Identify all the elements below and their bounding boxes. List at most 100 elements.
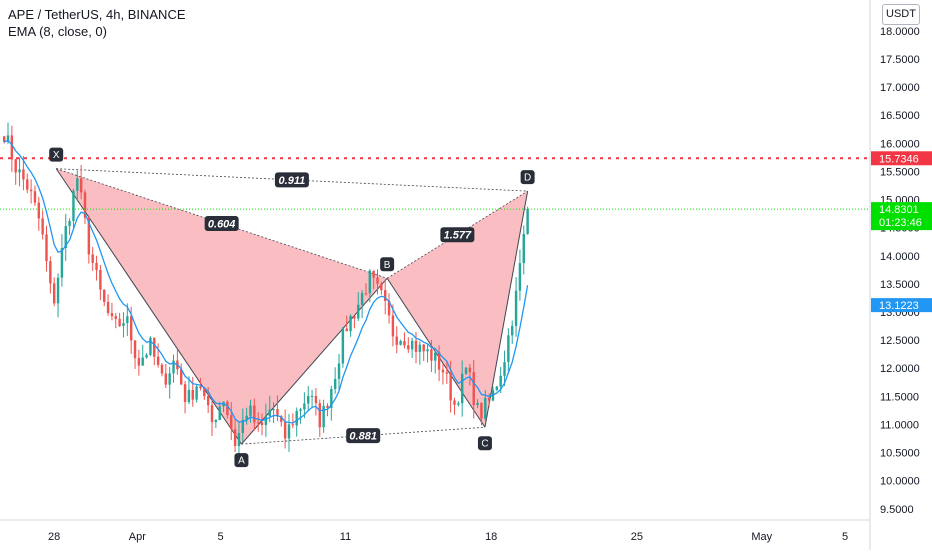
time-tick-label: 5 xyxy=(842,531,848,543)
candle xyxy=(522,225,525,275)
candle xyxy=(41,210,44,240)
indicator-legend[interactable]: EMA (8, close, 0) xyxy=(8,24,107,39)
candle-body xyxy=(233,429,237,446)
candle xyxy=(122,312,125,338)
candle-body xyxy=(260,422,264,426)
candle xyxy=(511,320,514,345)
candle-body xyxy=(434,352,437,361)
currency-unit-button[interactable]: USDT xyxy=(882,4,920,25)
candle xyxy=(145,352,148,359)
candle-body xyxy=(79,178,83,193)
ratio-badge-bg xyxy=(274,172,309,188)
candle-body xyxy=(195,386,198,400)
candle-body xyxy=(214,420,218,423)
candle-body xyxy=(376,277,379,284)
candle xyxy=(141,344,144,366)
candle-body xyxy=(418,344,422,352)
candle-body xyxy=(49,261,52,284)
candle-body xyxy=(145,354,148,358)
candle-body xyxy=(437,352,441,370)
candle xyxy=(287,413,291,452)
candle-body xyxy=(122,323,125,326)
ratio-badge: 1.577 xyxy=(440,227,475,243)
pattern-point-c: C xyxy=(477,436,492,451)
candle xyxy=(291,413,295,429)
candle-body xyxy=(103,289,106,302)
candle-body xyxy=(322,405,325,428)
candle-body xyxy=(126,316,129,324)
candle xyxy=(472,359,475,419)
candle-body xyxy=(360,293,364,305)
candle xyxy=(407,337,410,353)
candle-body xyxy=(253,405,256,423)
candle-body xyxy=(480,402,483,419)
candle-body xyxy=(499,375,502,387)
candle xyxy=(199,377,202,391)
candle-body xyxy=(422,344,425,352)
candle-body xyxy=(283,421,287,439)
candle-body xyxy=(87,217,91,255)
candle-body xyxy=(172,360,175,374)
point-label-bg xyxy=(49,147,64,162)
candle-body xyxy=(6,135,10,142)
candle-body xyxy=(37,202,41,219)
candle xyxy=(507,328,510,372)
candle-body xyxy=(426,349,429,352)
price-tick-label: 16.5000 xyxy=(880,110,920,122)
candle-body xyxy=(210,405,214,423)
pattern-point-a: A xyxy=(234,453,249,468)
candle-body xyxy=(326,405,329,408)
ratio-badge-text: 0.881 xyxy=(349,431,377,443)
time-tick-label: 28 xyxy=(48,531,60,543)
candle-body xyxy=(168,373,171,385)
levels-layer xyxy=(0,157,870,210)
candle xyxy=(180,363,183,386)
price-tick-label: 12.5000 xyxy=(880,335,920,347)
candle xyxy=(295,407,298,437)
candle xyxy=(56,273,60,318)
candle-body xyxy=(218,406,221,421)
candle-body xyxy=(203,388,206,397)
candle-body xyxy=(395,336,398,345)
time-tick-label: 18 xyxy=(485,531,497,543)
ratio-badge-bg xyxy=(440,227,475,243)
price-tick-label: 11.0000 xyxy=(880,419,919,431)
candle-body xyxy=(314,395,318,404)
candle xyxy=(203,387,206,400)
candle xyxy=(514,277,518,337)
candle-body xyxy=(164,373,168,385)
candle-body xyxy=(118,318,121,326)
candle-body xyxy=(256,422,260,424)
candle xyxy=(241,408,245,443)
point-label-text: X xyxy=(53,150,60,161)
candle xyxy=(364,283,368,296)
candle xyxy=(272,402,275,424)
candle-body xyxy=(460,373,464,404)
candle-body xyxy=(156,356,160,365)
candle xyxy=(33,185,37,206)
candle xyxy=(133,340,137,369)
candle xyxy=(345,315,348,332)
leg-xa xyxy=(55,168,242,445)
candle-body xyxy=(503,361,506,376)
ratio-line-ac xyxy=(241,426,485,445)
pattern-point-b: B xyxy=(380,257,395,272)
price-label: 15.7346 xyxy=(871,151,932,166)
candle xyxy=(230,402,233,441)
candle-body xyxy=(129,316,133,341)
candle-body xyxy=(299,409,302,411)
candle xyxy=(195,384,198,403)
candle-body xyxy=(383,290,387,301)
candle xyxy=(164,364,168,389)
candle-body xyxy=(449,373,452,401)
price-tick-label: 10.0000 xyxy=(880,476,920,488)
candle-body xyxy=(430,349,433,361)
candle xyxy=(14,158,17,185)
price-label-bg xyxy=(871,202,932,231)
candle xyxy=(476,398,479,408)
candle-body xyxy=(357,304,360,319)
candle xyxy=(457,401,460,407)
candle xyxy=(168,366,171,399)
